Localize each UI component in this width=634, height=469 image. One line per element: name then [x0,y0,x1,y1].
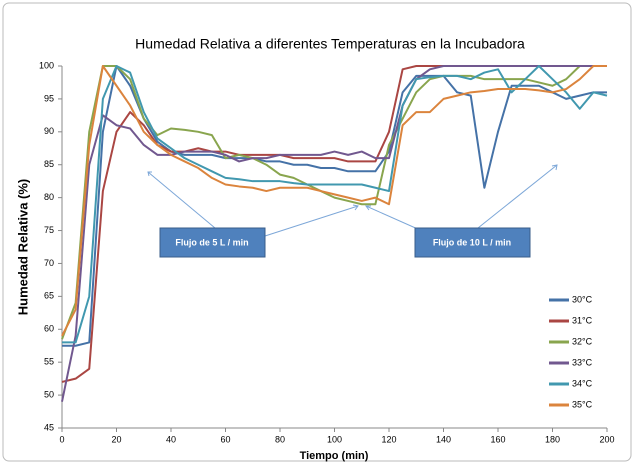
y-tick-label: 90 [44,126,54,136]
x-tick-label: 140 [436,434,451,444]
legend-label: 35°C [572,399,593,409]
legend-label: 30°C [572,294,593,304]
y-tick-label: 45 [44,422,54,432]
y-tick-label: 55 [44,357,54,367]
legend-label: 32°C [572,336,593,346]
y-tick-label: 50 [44,389,54,399]
series-line [62,65,607,347]
y-tick-label: 65 [44,291,54,301]
x-tick-label: 40 [166,434,176,444]
x-tick-label: 200 [599,434,614,444]
y-tick-label: 60 [44,324,54,334]
legend-label: 31°C [572,315,593,325]
annotation: Flujo de 5 L / min [159,227,266,258]
legend-label: 34°C [572,378,593,388]
y-tick-label: 80 [44,192,54,202]
y-tick-label: 100 [39,60,54,70]
y-tick-label: 85 [44,159,54,169]
annotation: Flujo de 10 L / min [414,227,531,258]
arrows [147,164,558,237]
x-tick-label: 180 [545,434,560,444]
legend-label: 33°C [572,357,593,367]
y-axis-label: Humedad Relativa (%) [15,179,30,316]
series-line [62,65,608,344]
x-axis-label: Tiempo (min) [300,450,369,462]
y-tick-label: 95 [44,93,54,103]
annotation-text: Flujo de 10 L / min [433,237,511,247]
x-tick-label: 0 [59,434,64,444]
y-tick-label: 75 [44,225,54,235]
x-tick-label: 60 [220,434,230,444]
y-tick-label: 70 [44,258,54,268]
annotation-text: Flujo de 5 L / min [175,237,248,247]
chart-title: Humedad Relativa a diferentes Temperatur… [135,36,525,52]
x-tick-label: 80 [275,434,285,444]
x-tick-label: 100 [327,434,342,444]
x-tick-label: 120 [381,434,396,444]
series-line [61,65,607,337]
series-line [61,65,607,402]
x-tick-label: 160 [490,434,505,444]
x-tick-label: 20 [111,434,121,444]
